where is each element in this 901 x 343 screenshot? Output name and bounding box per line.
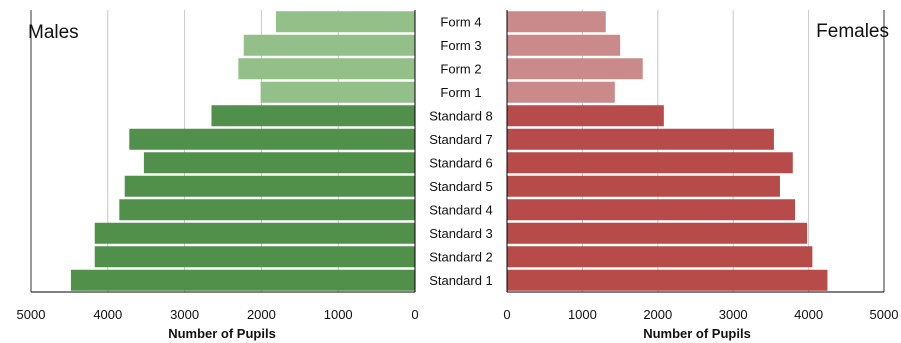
female-bar	[507, 105, 664, 127]
male-bar	[143, 152, 415, 174]
female-bar	[507, 128, 774, 150]
male-bar	[260, 81, 415, 103]
females-bars	[507, 11, 828, 291]
male-bar	[70, 269, 415, 291]
x-tick-label: 0	[503, 307, 510, 322]
category-label: Standard 1	[429, 273, 493, 288]
x-tick-label: 3000	[170, 307, 199, 322]
x-tick-label: 4000	[93, 307, 122, 322]
female-bar	[507, 175, 780, 197]
female-bar	[507, 11, 606, 33]
males-tick-labels: 5000 4000 3000 2000 1000 0	[17, 307, 419, 322]
male-bar	[94, 246, 415, 268]
males-axes	[30, 10, 416, 293]
x-tick-label: 5000	[17, 307, 46, 322]
category-label: Standard 2	[429, 249, 493, 264]
males-bars	[70, 11, 416, 291]
males-x-axis-title: Number of Pupils	[168, 326, 276, 341]
female-bar	[507, 222, 808, 244]
category-labels: Form 4 Form 3 Form 2 Form 1 Standard 8 Standa…	[429, 14, 493, 288]
female-bar	[507, 58, 643, 80]
male-bar	[211, 105, 415, 127]
female-bar	[507, 246, 813, 268]
category-label: Standard 4	[429, 202, 493, 217]
x-tick-label: 2000	[247, 307, 276, 322]
female-bar	[507, 81, 615, 103]
male-bar	[124, 175, 416, 197]
category-label: Standard 5	[429, 179, 493, 194]
male-bar	[275, 11, 415, 33]
females-gridlines	[581, 10, 810, 292]
male-bar	[129, 128, 415, 150]
category-label: Form 4	[440, 14, 481, 29]
category-label: Form 2	[440, 61, 481, 76]
females-panel-title: Females	[816, 21, 889, 42]
x-tick-label: 4000	[794, 307, 823, 322]
female-bar	[507, 34, 621, 56]
x-tick-label: 1000	[324, 307, 353, 322]
category-label: Standard 7	[429, 132, 493, 147]
x-tick-label: 1000	[568, 307, 597, 322]
x-tick-label: 2000	[643, 307, 672, 322]
female-bar	[507, 269, 828, 291]
category-label: Form 1	[440, 85, 481, 100]
x-tick-label: 5000	[870, 307, 899, 322]
female-bar	[507, 152, 793, 174]
male-bar	[238, 58, 415, 80]
male-bar	[94, 222, 415, 244]
x-tick-label: 0	[411, 307, 418, 322]
male-bar	[119, 199, 415, 221]
x-tick-label: 3000	[719, 307, 748, 322]
male-bar	[243, 34, 415, 56]
females-x-axis-title: Number of Pupils	[643, 326, 751, 341]
female-bar	[507, 199, 796, 221]
category-label: Standard 8	[429, 108, 493, 123]
males-panel-title: Males	[28, 22, 79, 43]
category-label: Standard 6	[429, 155, 493, 170]
category-label: Form 3	[440, 38, 481, 53]
females-axes	[506, 10, 885, 293]
category-label: Standard 3	[429, 226, 493, 241]
females-tick-labels: 0 1000 2000 3000 4000 5000	[503, 307, 898, 322]
males-gridlines	[107, 10, 339, 292]
